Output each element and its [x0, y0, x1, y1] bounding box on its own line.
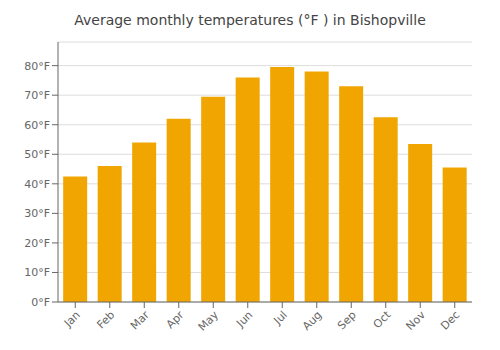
- svg-text:Apr: Apr: [164, 308, 187, 331]
- svg-text:Dec: Dec: [438, 308, 462, 332]
- svg-text:Jul: Jul: [271, 308, 290, 327]
- svg-text:60°F: 60°F: [24, 119, 50, 132]
- svg-text:Feb: Feb: [94, 308, 117, 331]
- svg-text:Jan: Jan: [61, 308, 83, 330]
- svg-text:Nov: Nov: [404, 308, 429, 333]
- svg-text:Mar: Mar: [128, 308, 152, 332]
- svg-text:0°F: 0°F: [31, 296, 50, 309]
- svg-text:70°F: 70°F: [24, 89, 50, 102]
- svg-text:80°F: 80°F: [24, 60, 50, 73]
- svg-text:20°F: 20°F: [24, 237, 50, 250]
- svg-text:Sep: Sep: [335, 308, 359, 332]
- svg-text:50°F: 50°F: [24, 148, 50, 161]
- html-text:Average monthly temperatures (: Average monthly temperatures (°F ) in Bi…: [74, 12, 426, 28]
- svg-text:Aug: Aug: [300, 308, 324, 332]
- svg-text:Jun: Jun: [233, 308, 255, 330]
- svg-text:Oct: Oct: [371, 308, 394, 331]
- svg-text:10°F: 10°F: [24, 266, 50, 279]
- svg-text:30°F: 30°F: [24, 207, 50, 220]
- svg-text:40°F: 40°F: [24, 178, 50, 191]
- svg-text:May: May: [196, 308, 222, 334]
